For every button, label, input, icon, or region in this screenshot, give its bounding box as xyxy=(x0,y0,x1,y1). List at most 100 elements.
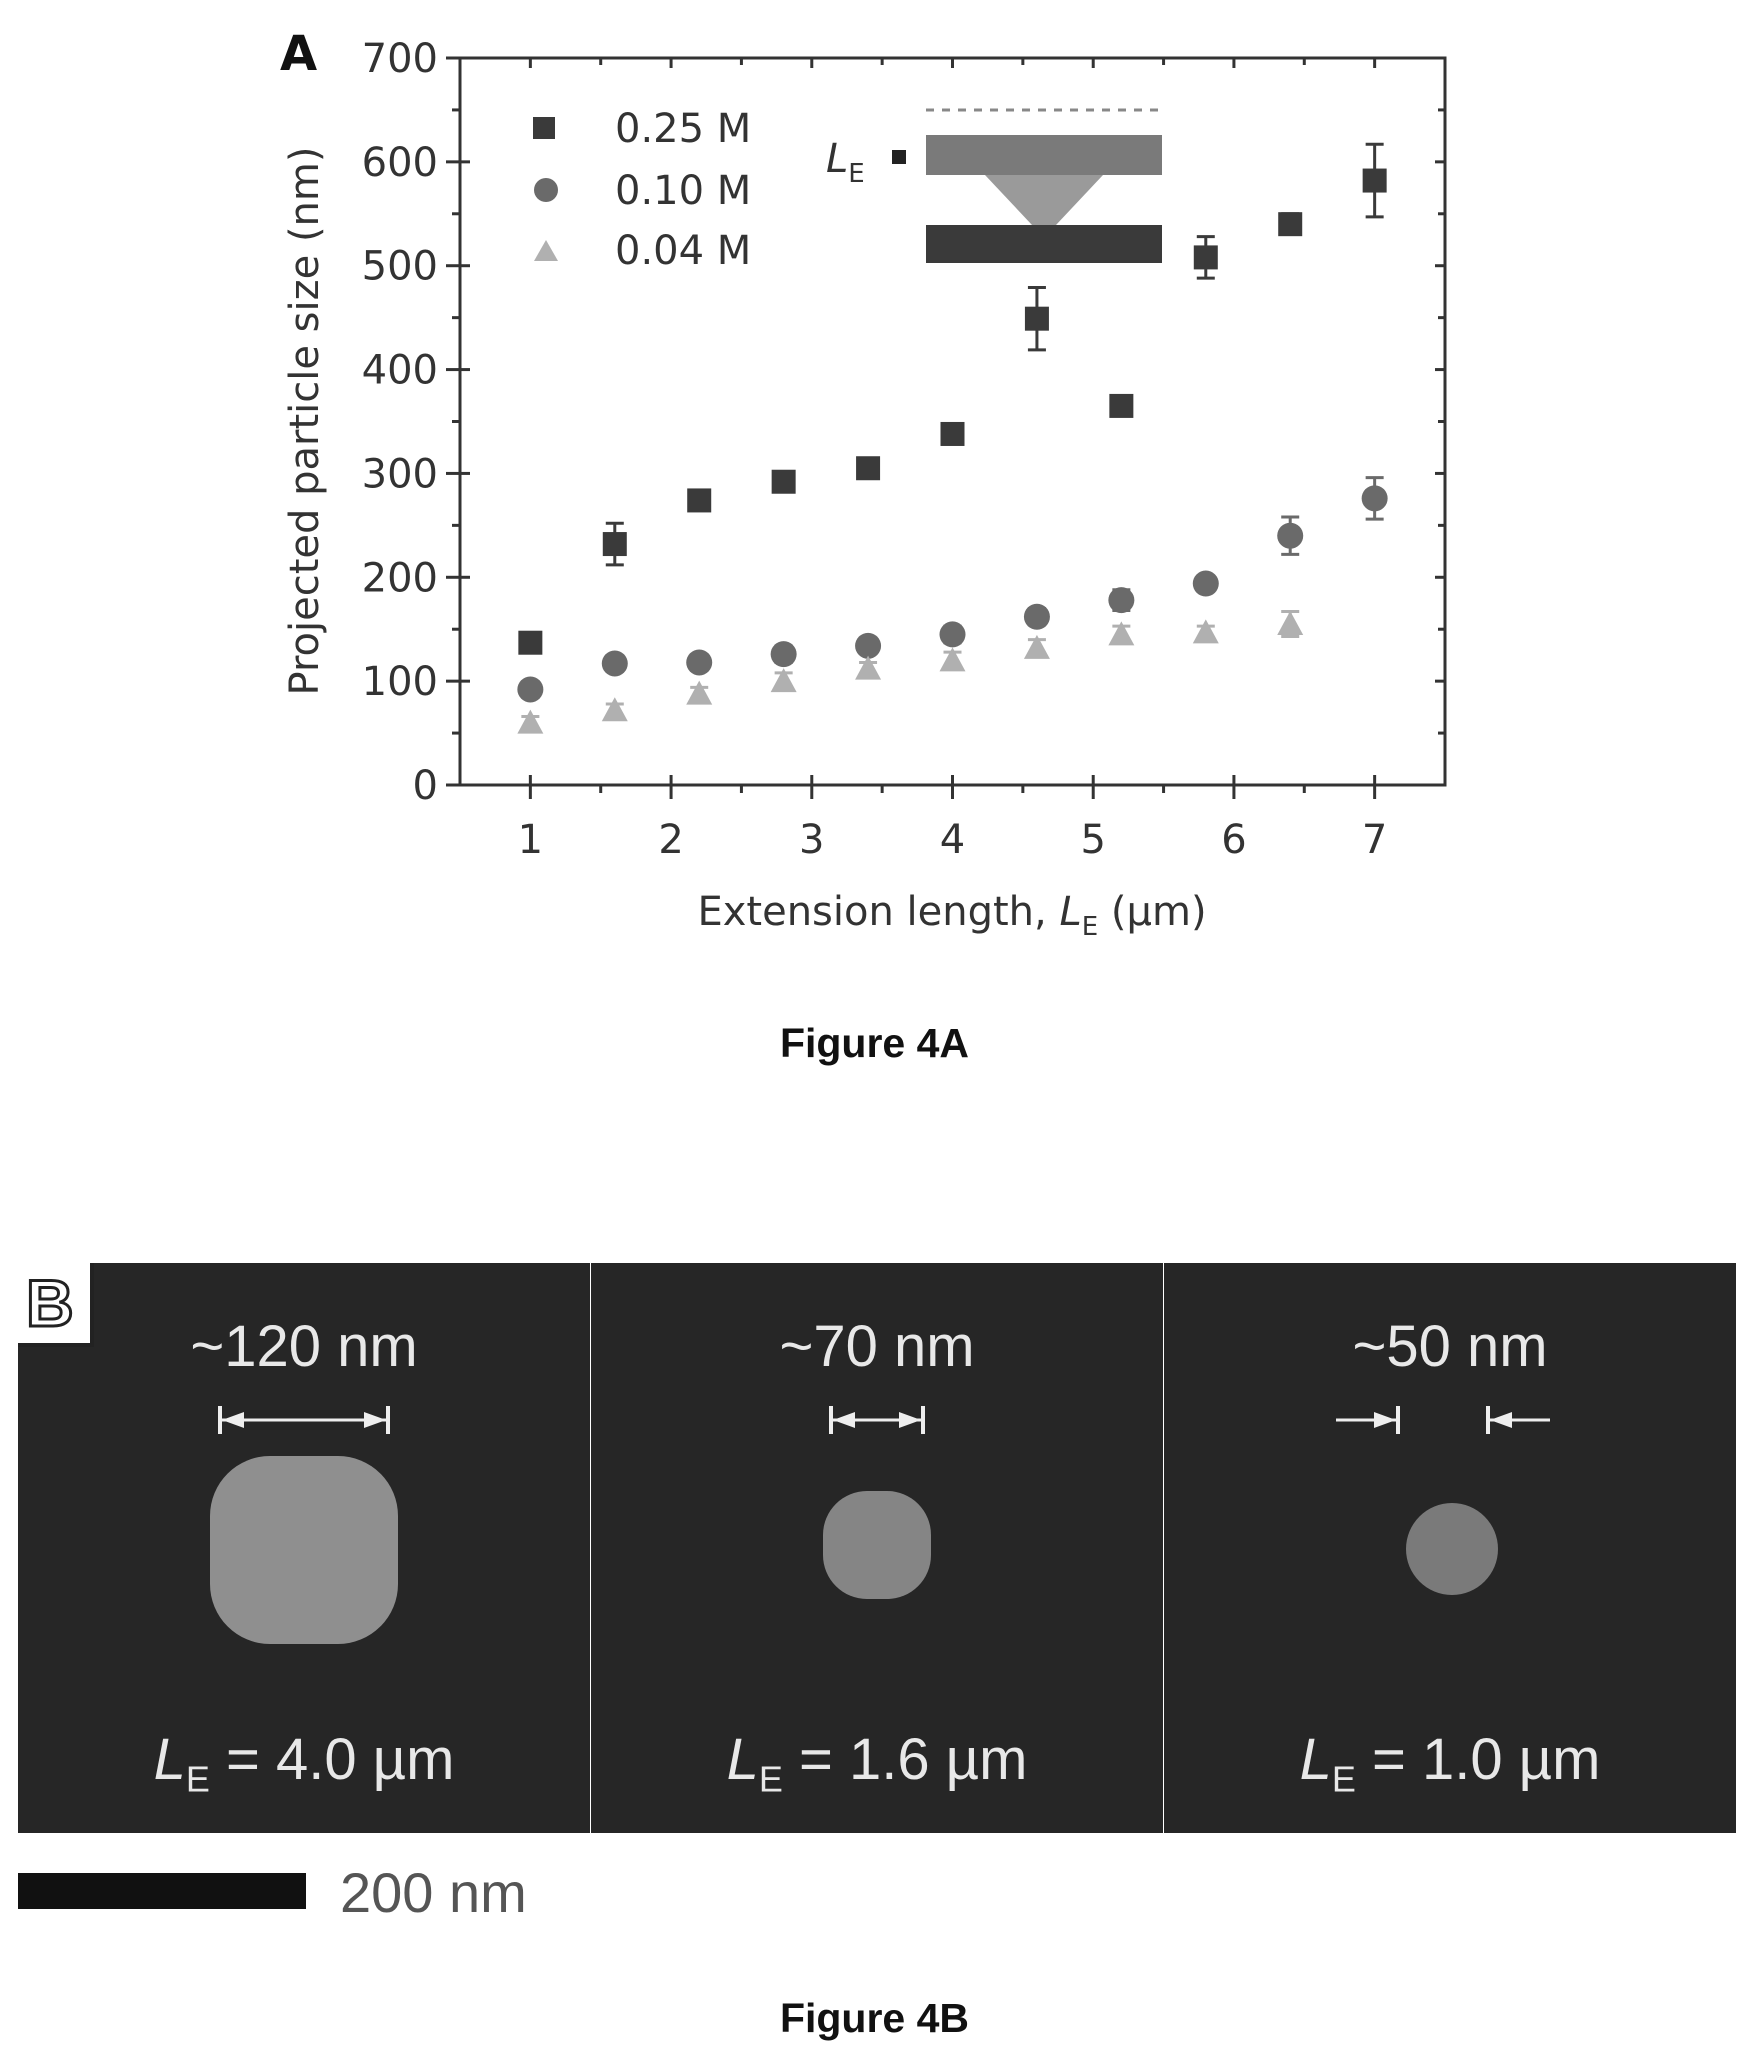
marker-triangle xyxy=(1023,634,1050,659)
data-point xyxy=(856,456,881,481)
particle-image xyxy=(210,1456,398,1644)
data-point xyxy=(1361,476,1388,521)
micrograph-panels: ~120 nm LE = 4.0 µm ~70 nm LE = 1.6 µm ~… xyxy=(18,1263,1736,1833)
data-point xyxy=(855,632,882,659)
y-tick-label: 200 xyxy=(362,555,438,601)
y-axis-label: Projected particle size (nm) xyxy=(282,147,328,696)
marker-circle xyxy=(1277,522,1304,549)
x-tick-label: 5 xyxy=(1080,817,1105,863)
data-point xyxy=(1193,235,1218,280)
figure-4a-caption: Figure 4A xyxy=(779,1020,970,1066)
data-point xyxy=(687,488,712,513)
le-value: = 4.0 µm xyxy=(209,1727,455,1792)
le-symbol: L xyxy=(726,1727,759,1792)
x-tick-label: 3 xyxy=(799,817,824,863)
marker-circle xyxy=(770,641,797,668)
inset-top-bar xyxy=(926,135,1162,175)
scale-bar xyxy=(18,1873,306,1909)
marker-triangle xyxy=(939,647,966,672)
extension-length-label: LE = 4.0 µm xyxy=(18,1726,590,1801)
y-axis: 0 100 200 300 400 500 600 700 xyxy=(362,36,1445,809)
data-point xyxy=(1023,603,1050,630)
marker-circle xyxy=(601,650,628,677)
scale-bar-label: 200 nm xyxy=(340,1861,527,1924)
panel-label-b-text: B xyxy=(25,1265,76,1342)
le-sub: E xyxy=(185,1758,210,1800)
marker-circle xyxy=(1192,570,1219,597)
x-axis-label: Extension length, LE (µm) xyxy=(697,889,1206,942)
data-point xyxy=(770,668,797,693)
y-tick-label: 500 xyxy=(362,244,438,290)
dimension-arrow xyxy=(1336,1406,1550,1434)
inset-label-sub: E xyxy=(848,159,864,189)
extension-length-label: LE = 1.0 µm xyxy=(1164,1726,1736,1801)
data-point xyxy=(1277,610,1304,638)
data-point xyxy=(939,621,966,648)
dimension-arrow xyxy=(218,1406,390,1434)
marker-triangle xyxy=(1108,621,1135,646)
marker-circle xyxy=(517,676,544,703)
marker-triangle xyxy=(601,697,628,722)
marker-triangle xyxy=(1277,611,1304,636)
particle-image xyxy=(823,1491,931,1599)
marker-square xyxy=(771,469,796,494)
marker-circle xyxy=(855,632,882,659)
data-point xyxy=(517,709,544,734)
marker-circle xyxy=(1023,603,1050,630)
y-tick-label: 100 xyxy=(362,659,438,705)
marker-triangle xyxy=(1192,619,1219,644)
size-label: ~50 nm xyxy=(1352,1314,1548,1379)
data-point xyxy=(855,655,882,680)
x-tick-label: 7 xyxy=(1362,817,1387,863)
inset-taper xyxy=(985,175,1103,225)
x-tick-label: 2 xyxy=(658,817,683,863)
marker-circle xyxy=(686,649,713,676)
marker-square xyxy=(1278,212,1303,237)
marker-square xyxy=(687,488,712,513)
marker-triangle xyxy=(686,680,713,705)
data-point xyxy=(1192,619,1219,644)
marker-square xyxy=(518,630,543,655)
data-point xyxy=(601,697,628,722)
marker-circle xyxy=(1361,485,1388,512)
data-point xyxy=(1192,570,1219,597)
data-point xyxy=(939,647,966,672)
legend-marker-0-25m xyxy=(533,117,555,139)
marker-square xyxy=(1024,306,1049,331)
particle-image xyxy=(1406,1503,1498,1595)
scatter-chart: A 0 100 200 300 400 500 600 700 1 2 3 4 5 6 7 Project… xyxy=(280,26,1447,942)
legend-label-0-10m: 0.10 M xyxy=(615,168,751,214)
le-value: = 1.6 µm xyxy=(782,1727,1028,1792)
le-symbol: L xyxy=(153,1727,186,1792)
data-point xyxy=(770,641,797,668)
marker-circle xyxy=(1108,587,1135,614)
data-point xyxy=(771,469,796,494)
data-point xyxy=(1277,515,1304,556)
data-point xyxy=(1278,212,1303,237)
data-point xyxy=(1108,621,1135,646)
micrograph-panel-2: ~70 nm LE = 1.6 µm xyxy=(591,1263,1163,1833)
legend-marker-0-04m xyxy=(534,240,558,261)
data-point xyxy=(1108,587,1135,614)
x-axis: 1 2 3 4 5 6 7 xyxy=(518,58,1387,863)
data-point xyxy=(1109,393,1134,418)
dimension-arrow xyxy=(829,1406,925,1434)
micrograph-panel-1: ~120 nm LE = 4.0 µm xyxy=(18,1263,590,1833)
size-label: ~70 nm xyxy=(779,1314,975,1379)
le-sub: E xyxy=(758,1758,783,1800)
y-tick-label: 300 xyxy=(362,451,438,497)
legend-marker-0-10m xyxy=(534,178,558,202)
y-tick-label: 400 xyxy=(362,348,438,394)
inset-label-symbol: L xyxy=(826,136,848,182)
data-point xyxy=(1024,286,1049,352)
marker-square xyxy=(1362,168,1387,193)
inset-bottom-bar xyxy=(926,225,1162,263)
panel-label-b: B xyxy=(18,1263,94,1347)
data-point xyxy=(518,630,543,655)
extension-length-label: LE = 1.6 µm xyxy=(591,1726,1163,1801)
legend: 0.25 M 0.10 M 0.04 M xyxy=(533,106,751,274)
data-point xyxy=(1023,634,1050,659)
y-tick-label: 600 xyxy=(362,140,438,186)
inset-label: LE xyxy=(826,136,865,189)
x-tick-label: 4 xyxy=(940,817,965,863)
